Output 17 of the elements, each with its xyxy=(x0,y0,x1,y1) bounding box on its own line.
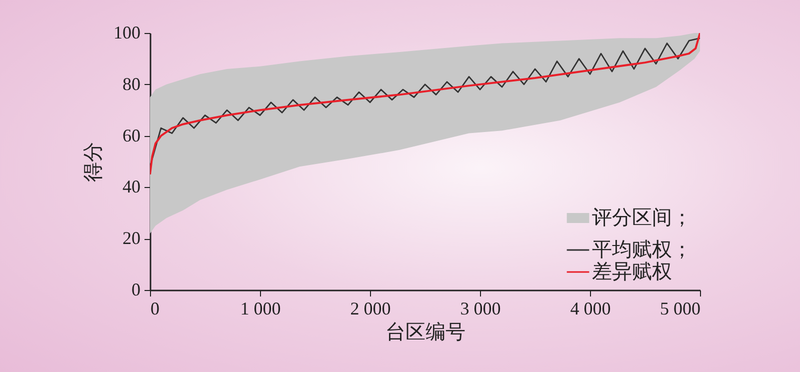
x-tick-label: 5 000 xyxy=(660,298,700,318)
y-tick-label: 0 xyxy=(132,280,140,300)
x-tick-label: 2 000 xyxy=(350,298,391,318)
y-tick-label: 100 xyxy=(114,22,140,42)
y-axis-title: 得分 xyxy=(82,142,104,182)
y-tick-label: 80 xyxy=(122,74,140,94)
y-tick-label: 20 xyxy=(122,228,140,248)
y-tick-label: 40 xyxy=(122,176,140,197)
legend-label: 平均赋权； xyxy=(592,239,692,261)
x-tick-label: 0 xyxy=(150,298,160,318)
x-tick-label: 4 000 xyxy=(570,298,611,318)
x-tick-label: 3 000 xyxy=(460,298,501,318)
y-tick-label: 60 xyxy=(122,125,140,146)
x-tick-label: 1 000 xyxy=(240,298,281,318)
legend-label: 评分区间； xyxy=(592,207,692,229)
legend-label: 差异赋权 xyxy=(592,261,672,283)
x-axis-title: 台区编号 xyxy=(386,322,466,344)
